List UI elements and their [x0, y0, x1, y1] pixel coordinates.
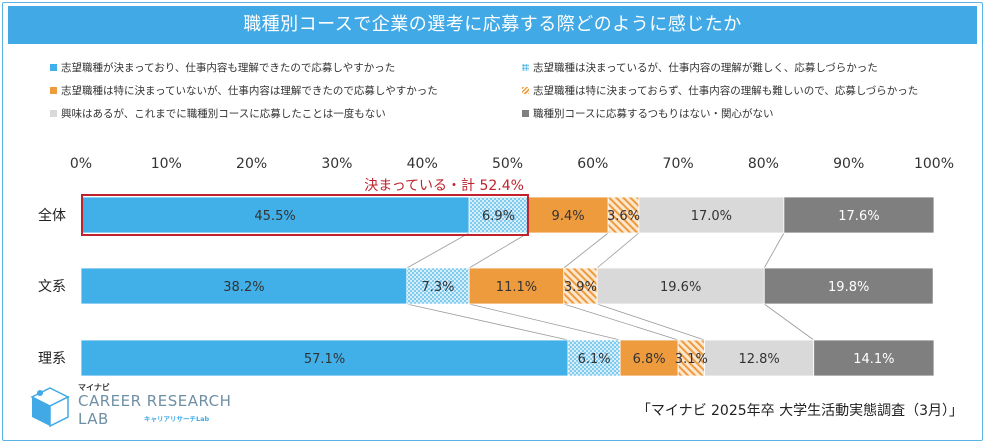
category-label: 理系 [38, 351, 66, 367]
data-label: 11.1% [496, 280, 537, 295]
connector-line [596, 232, 640, 269]
legend-item: 志望職種が決まっており、仕事内容も理解できたので応募しやすかった [50, 60, 395, 75]
bar-segment [563, 267, 598, 305]
connector-line [596, 303, 705, 341]
data-label: 7.3% [421, 280, 454, 295]
legend-label: 志望職種は特に決まっておらず、仕事内容の理解も難しいので、応募しづらかった [533, 85, 919, 97]
x-tick-label: 90% [833, 156, 864, 172]
x-tick-label: 0% [70, 156, 92, 172]
logo-line1: CAREER RESEARCH [78, 392, 232, 410]
legend-swatch [50, 87, 57, 94]
bar-segment [704, 339, 815, 377]
data-label: 3.9% [564, 280, 597, 295]
bar-segment [783, 196, 935, 234]
logo-line2: LAB [78, 410, 109, 428]
annotation-label: 決まっている・計 52.4% [364, 178, 524, 194]
legend-item: 職種別コースに応募するつもりはない・関心がない [522, 106, 774, 121]
logo-title: CAREER RESEARCH LAB [78, 392, 231, 428]
data-label: 9.4% [552, 209, 585, 224]
legend-label: 志望職種は決まっているが、仕事内容の理解が難しく、応募しづらかった [533, 62, 878, 74]
legend-swatch [50, 64, 57, 71]
legend-item: 志望職種は特に決まっておらず、仕事内容の理解も難しいので、応募しづらかった [522, 83, 918, 98]
legend-item: 志望職種は特に決まっていないが、仕事内容は理解できたので応募しやすかった [50, 83, 438, 98]
logo-sub: キャリアリサーチLab [144, 415, 210, 423]
data-label: 3.6% [607, 209, 640, 224]
legend-label: 職種別コースに応募するつもりはない・関心がない [533, 108, 774, 120]
x-tick-label: 30% [321, 156, 352, 172]
bar-segment [468, 267, 565, 305]
data-label: 19.6% [660, 280, 701, 295]
connector-line [406, 232, 470, 269]
legend-item: 志望職種は決まっているが、仕事内容の理解が難しく、応募しづらかった [522, 60, 878, 75]
legend-swatch [522, 87, 529, 94]
bar-segment [80, 339, 569, 377]
category-label: 文系 [38, 279, 66, 295]
cube-logo-icon [30, 387, 70, 428]
x-tick-label: 10% [151, 156, 182, 172]
data-label: 17.6% [838, 209, 879, 224]
data-label: 19.8% [828, 280, 869, 295]
category-label: 全体 [38, 207, 66, 224]
x-tick-label: 100% [914, 156, 954, 172]
source-note: 「マイナビ 2025年卒 大学生活動実態調査（3月）」 [636, 403, 963, 419]
data-label: 17.0% [691, 209, 732, 224]
legend-item: 興味はあるが、これまでに職種別コースに応募したことは一度もない [50, 106, 386, 121]
connector-line [468, 232, 529, 269]
logo-mynavi: マイナビ [78, 383, 110, 392]
data-label: 3.1% [675, 352, 708, 367]
chart-title: 職種別コースで企業の選考に応募する際どのように感じたか [8, 6, 977, 44]
connector-line [563, 303, 679, 341]
legend-swatch [522, 110, 529, 117]
data-label: 6.8% [633, 352, 666, 367]
annotation-box [81, 194, 529, 236]
legend-label: 興味はあるが、これまでに職種別コースに応募したことは一度もない [61, 108, 386, 120]
x-tick-label: 40% [407, 156, 438, 172]
connector-line [469, 303, 621, 341]
bar-segment [406, 267, 470, 305]
x-tick-label: 60% [577, 156, 608, 172]
bar-segment [813, 339, 935, 377]
data-label: 6.9% [482, 209, 515, 224]
bar-segment [567, 339, 621, 377]
bar-segment [677, 339, 705, 377]
legend-label: 志望職種が決まっており、仕事内容も理解できたので応募しやすかった [61, 62, 396, 74]
legend-label: 志望職種は特に決まっていないが、仕事内容は理解できたので応募しやすかった [61, 85, 438, 97]
bar-segment [596, 267, 765, 305]
career-research-lab-logo: マイナビ CAREER RESEARCH LAB キャリアリサーチLab [26, 382, 236, 432]
data-label: 45.5% [254, 209, 295, 224]
x-tick-label: 80% [748, 156, 779, 172]
x-tick-label: 20% [236, 156, 267, 172]
data-label: 6.1% [578, 352, 611, 367]
legend-swatch [50, 110, 57, 117]
legend-swatch [522, 64, 529, 71]
x-tick-label: 70% [663, 156, 694, 172]
data-label: 14.1% [853, 352, 894, 367]
connector-line [563, 232, 609, 269]
bar-segment [527, 196, 609, 234]
bar-segment [763, 267, 934, 305]
data-label: 12.8% [738, 352, 779, 367]
connector-line [406, 303, 569, 341]
bar-segment [468, 196, 529, 234]
data-label: 38.2% [223, 280, 264, 295]
connector-line [764, 303, 814, 341]
x-tick-label: 50% [492, 156, 523, 172]
data-label: 57.1% [304, 352, 345, 367]
connector-line [763, 232, 785, 269]
